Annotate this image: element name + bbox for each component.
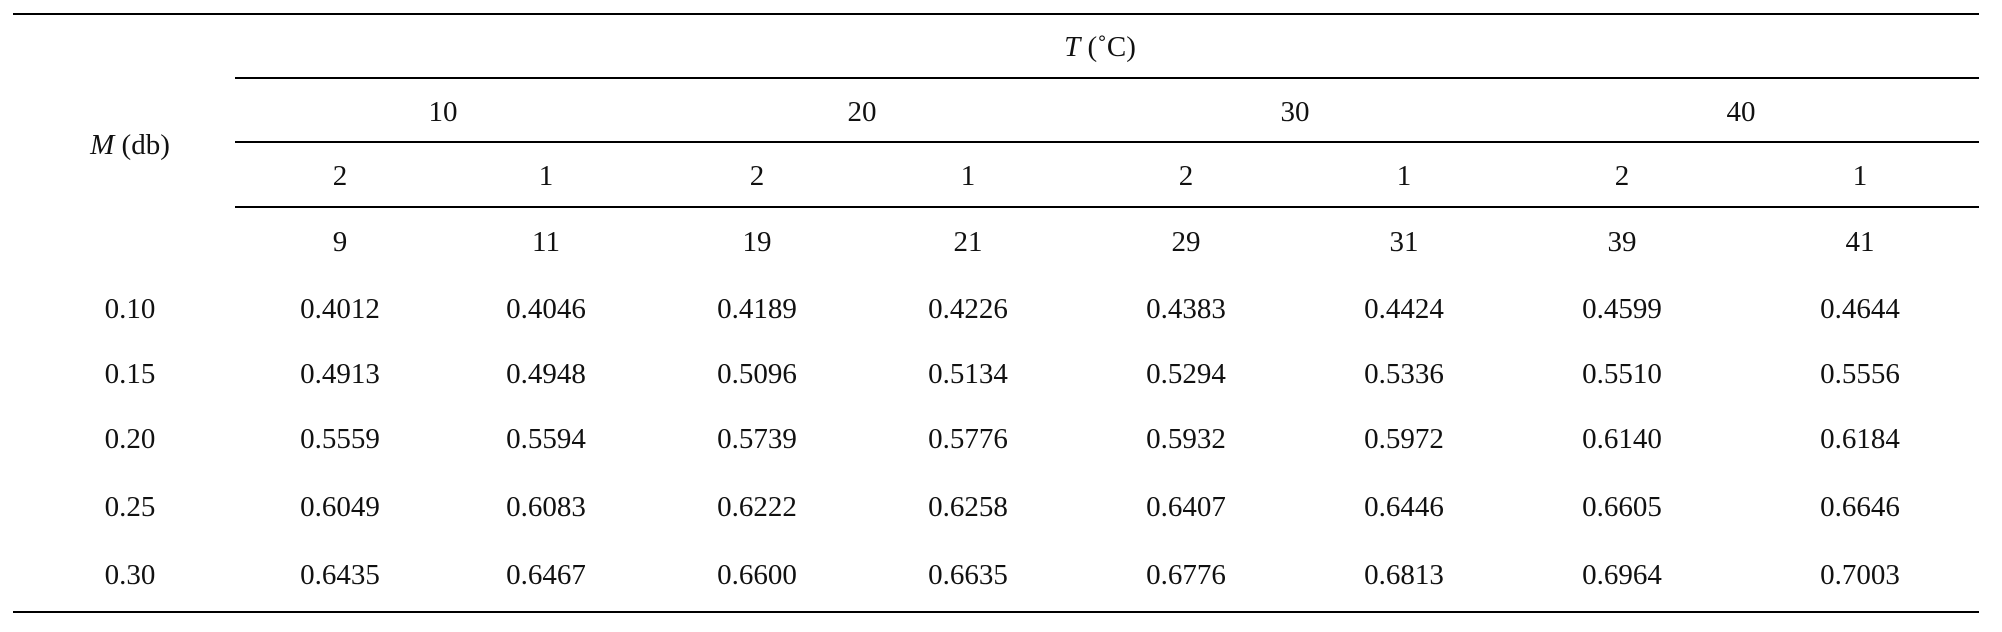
table-cell: 0.6964 bbox=[1582, 559, 1662, 591]
table-cell: 0.6776 bbox=[1146, 559, 1226, 591]
table-cell: 0.6435 bbox=[300, 559, 380, 591]
table-cell: 0.5972 bbox=[1364, 423, 1444, 455]
row-label: 0.15 bbox=[104, 358, 156, 390]
third-header: 11 bbox=[532, 226, 560, 258]
table-cell: 0.6635 bbox=[928, 559, 1008, 591]
table-cell: 0.4226 bbox=[928, 293, 1008, 325]
table-cell: 0.5559 bbox=[300, 423, 380, 455]
moisture-symbol: M bbox=[90, 129, 115, 161]
sub-header: 1 bbox=[960, 160, 976, 192]
table-cell: 0.4012 bbox=[300, 293, 380, 325]
temperature-header: 20 bbox=[847, 96, 877, 128]
table-cell: 0.4913 bbox=[300, 358, 380, 390]
table-cell: 0.4383 bbox=[1146, 293, 1226, 325]
sub-header: 2 bbox=[749, 160, 765, 192]
table-cell: 0.5776 bbox=[928, 423, 1008, 455]
third-header: 41 bbox=[1845, 226, 1875, 258]
table-cell: 0.6140 bbox=[1582, 423, 1662, 455]
table-cell: 0.6222 bbox=[717, 491, 797, 523]
table-cell: 0.6258 bbox=[928, 491, 1008, 523]
table-cell: 0.6184 bbox=[1820, 423, 1900, 455]
sub-header: 1 bbox=[538, 160, 554, 192]
sub-header: 1 bbox=[1852, 160, 1868, 192]
temperature-unit: (˚C) bbox=[1087, 31, 1136, 63]
table-cell: 0.4046 bbox=[506, 293, 586, 325]
temperature-symbol: T bbox=[1064, 31, 1081, 63]
table-cell: 0.6407 bbox=[1146, 491, 1226, 523]
table-cell: 0.7003 bbox=[1820, 559, 1900, 591]
third-header: 39 bbox=[1607, 226, 1637, 258]
third-header: 29 bbox=[1171, 226, 1201, 258]
moisture-unit: (db) bbox=[121, 129, 170, 161]
table-cell: 0.6646 bbox=[1820, 491, 1900, 523]
third-header: 9 bbox=[332, 226, 348, 258]
temperature-header-rule bbox=[235, 77, 1979, 79]
table-cell: 0.5134 bbox=[928, 358, 1008, 390]
table-cell: 0.6600 bbox=[717, 559, 797, 591]
table-cell: 0.6605 bbox=[1582, 491, 1662, 523]
column-group-header: T (˚C) bbox=[1064, 30, 1136, 64]
table-cell: 0.5932 bbox=[1146, 423, 1226, 455]
row-header: M (db) bbox=[90, 128, 170, 162]
top-rule bbox=[13, 13, 1979, 15]
table-cell: 0.5556 bbox=[1820, 358, 1900, 390]
table-cell: 0.6049 bbox=[300, 491, 380, 523]
table-cell: 0.5739 bbox=[717, 423, 797, 455]
table-cell: 0.6446 bbox=[1364, 491, 1444, 523]
table-cell: 0.5510 bbox=[1582, 358, 1662, 390]
table-cell: 0.6467 bbox=[506, 559, 586, 591]
table-cell: 0.6813 bbox=[1364, 559, 1444, 591]
temperature-values-rule bbox=[235, 141, 1979, 143]
third-header: 21 bbox=[953, 226, 983, 258]
sub-header: 2 bbox=[332, 160, 348, 192]
table-cell: 0.4599 bbox=[1582, 293, 1662, 325]
sub-header: 1 bbox=[1396, 160, 1412, 192]
row-label: 0.20 bbox=[104, 423, 156, 455]
sub-header: 2 bbox=[1614, 160, 1630, 192]
temperature-header: 10 bbox=[428, 96, 458, 128]
third-header: 31 bbox=[1389, 226, 1419, 258]
row-label: 0.25 bbox=[104, 491, 156, 523]
table-cell: 0.4189 bbox=[717, 293, 797, 325]
bottom-rule bbox=[13, 611, 1979, 613]
table-cell: 0.4948 bbox=[506, 358, 586, 390]
table-cell: 0.4424 bbox=[1364, 293, 1444, 325]
table-cell: 0.4644 bbox=[1820, 293, 1900, 325]
row-label: 0.30 bbox=[104, 559, 156, 591]
table-cell: 0.5294 bbox=[1146, 358, 1226, 390]
table-cell: 0.5594 bbox=[506, 423, 586, 455]
third-header: 19 bbox=[742, 226, 772, 258]
table-cell: 0.5336 bbox=[1364, 358, 1444, 390]
table-cell: 0.5096 bbox=[717, 358, 797, 390]
temperature-header: 40 bbox=[1726, 96, 1756, 128]
subheader-rule bbox=[235, 206, 1979, 208]
table-cell: 0.6083 bbox=[506, 491, 586, 523]
sub-header: 2 bbox=[1178, 160, 1194, 192]
row-label: 0.10 bbox=[104, 293, 156, 325]
temperature-header: 30 bbox=[1280, 96, 1310, 128]
